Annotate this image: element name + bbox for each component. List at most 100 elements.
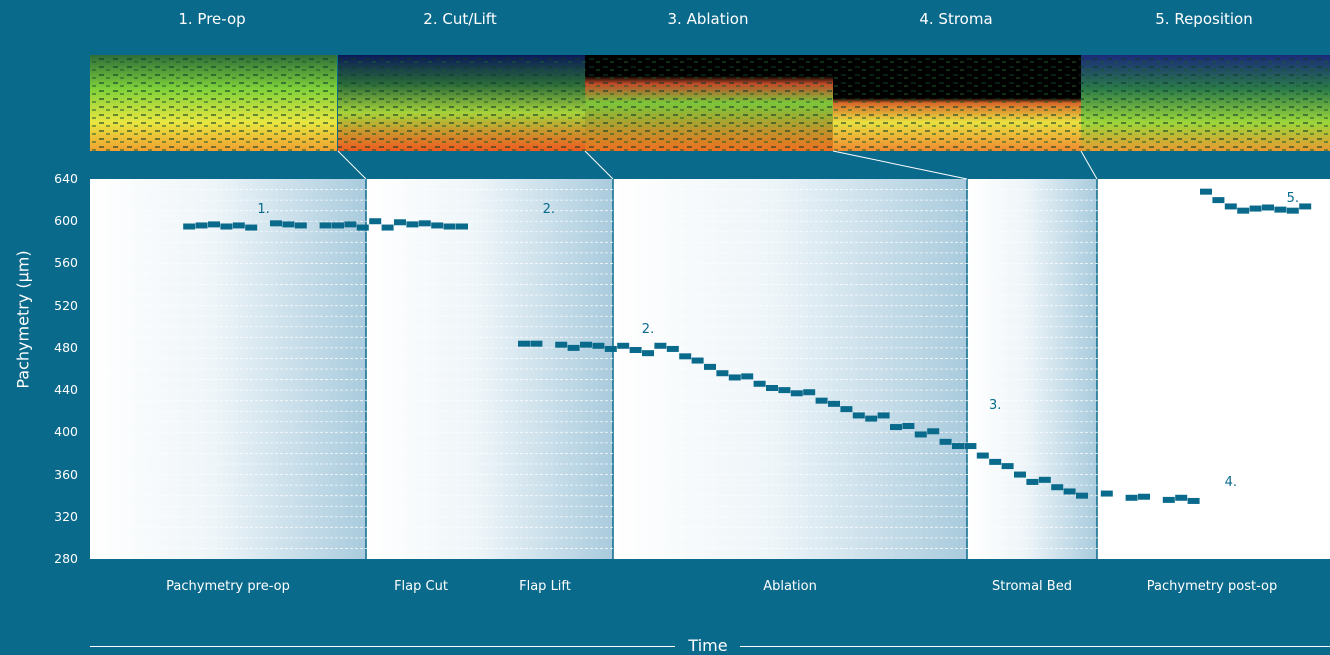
data-point (1175, 494, 1188, 501)
y-axis-label: Pachymetry (µm) (13, 250, 33, 389)
data-point (195, 222, 208, 229)
data-point (1138, 493, 1150, 500)
data-point (790, 390, 803, 397)
stage-connectors (337, 150, 1098, 180)
data-point (852, 412, 865, 419)
data-point (976, 452, 989, 459)
data-point (828, 400, 840, 407)
phase-label: Flap Cut (394, 579, 448, 594)
phase-label: Stromal Bed (992, 579, 1072, 594)
y-tick-label: 520 (54, 297, 78, 313)
connector-line-3 (832, 150, 968, 180)
data-point (1286, 207, 1299, 214)
data-point (803, 389, 816, 396)
y-tick-label: 640 (54, 171, 78, 186)
grid-lines (90, 189, 1330, 549)
data-point (555, 341, 568, 348)
data-point (1274, 206, 1287, 213)
data-point (1237, 207, 1250, 214)
data-point (642, 350, 654, 357)
annotation-label: 4. (1225, 475, 1237, 490)
x-axis-label: Time (688, 636, 728, 655)
data-point (530, 340, 543, 347)
data-point (1212, 197, 1225, 204)
data-point (232, 222, 245, 229)
time-axis-line-right (740, 646, 1330, 647)
data-point (567, 344, 580, 351)
data-point (890, 424, 902, 431)
connector-line-4 (1080, 150, 1098, 180)
data-point (270, 220, 282, 227)
data-point (1001, 463, 1014, 470)
data-point (939, 438, 952, 445)
annotations: 1. 2. 2. 3. 4. 5. (257, 191, 1299, 490)
y-tick-label: 440 (54, 382, 78, 398)
data-point (728, 374, 741, 381)
data-point (741, 373, 754, 380)
stage-title-reposition: 5. Reposition (1155, 10, 1253, 28)
data-point (406, 221, 419, 228)
oct-image-texture-1 (90, 55, 337, 151)
data-point (1076, 492, 1088, 499)
data-point (356, 224, 369, 231)
y-tick-label: 360 (54, 466, 78, 482)
stage-title-ablation: 3. Ablation (667, 10, 749, 28)
data-point (443, 223, 456, 230)
data-point (877, 412, 890, 419)
data-point (1051, 484, 1064, 491)
data-point (1026, 478, 1039, 485)
data-point (753, 380, 766, 387)
data-point (927, 428, 940, 435)
data-point (840, 406, 853, 413)
stage-title-cut-lift: 2. Cut/Lift (423, 10, 497, 28)
data-point (183, 223, 196, 230)
annotation-label: 2. (642, 322, 654, 337)
data-point (381, 224, 394, 231)
data-point (604, 345, 617, 352)
data-point (654, 342, 667, 349)
data-point (319, 222, 332, 229)
data-point (1224, 203, 1237, 210)
data-point (914, 431, 927, 438)
data-point (952, 443, 964, 450)
data-point (679, 353, 692, 360)
oct-image-strip (90, 55, 1330, 151)
data-point (394, 219, 406, 226)
annotation-label: 2. (543, 202, 555, 217)
data-point (865, 415, 878, 422)
oct-image-texture-3 (585, 55, 833, 151)
data-point (208, 221, 220, 228)
data-point (1014, 471, 1026, 478)
phase-label: Flap Lift (519, 579, 571, 594)
data-point (691, 357, 704, 364)
data-point (580, 341, 592, 348)
phase-label: Pachymetry pre-op (166, 579, 290, 594)
data-points (183, 188, 1312, 504)
connector-line-1 (337, 150, 367, 180)
data-point (220, 223, 233, 230)
annotation-label: 1. (257, 202, 269, 217)
oct-image-texture-4 (833, 55, 1081, 151)
data-point (964, 443, 977, 450)
data-point (1249, 205, 1262, 212)
data-point (1299, 203, 1312, 210)
data-point (766, 385, 778, 391)
data-point (592, 342, 605, 349)
data-point (518, 340, 530, 347)
data-point (1063, 488, 1076, 495)
data-point (1200, 188, 1212, 195)
data-point (815, 397, 828, 404)
data-point (294, 222, 307, 229)
data-point (418, 220, 431, 227)
annotation-label: 5. (1287, 191, 1299, 206)
data-point (617, 342, 630, 349)
annotation-label: 3. (989, 398, 1001, 413)
data-point (716, 370, 729, 377)
oct-image-texture-2 (338, 55, 585, 151)
stage-title-pre-op: 1. Pre-op (178, 10, 246, 28)
data-point (1162, 496, 1175, 503)
data-point (344, 221, 357, 228)
y-tick-label: 600 (54, 213, 78, 229)
data-point (1262, 204, 1274, 211)
